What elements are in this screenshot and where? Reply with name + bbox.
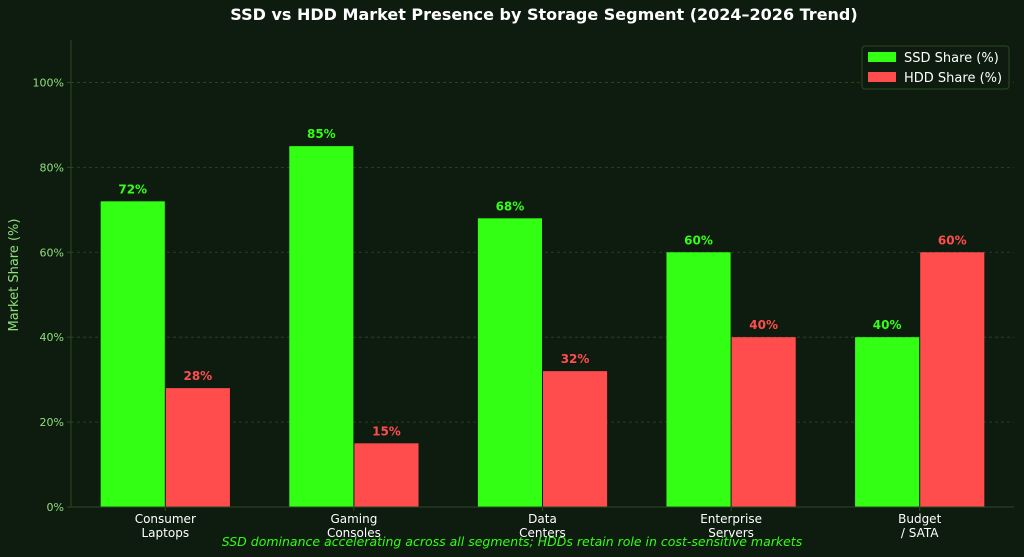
bars-layer: 72% 28% 85% 15% 68% 32% 60% 40% 40% 60% [100,127,985,508]
y-axis-label: Market Share (%) [7,219,22,332]
hdd-value-label: 15% [372,424,401,438]
y-axis-ticks: 0% 20% 40% 60% 80% 100% [33,76,71,514]
legend-swatch-hdd [868,72,896,82]
legend: SSD Share (%) HDD Share (%) [861,45,1010,90]
y-tick-label: 0% [47,501,64,514]
ssd-value-label: 40% [873,318,902,332]
ssd-bar [666,252,731,507]
hdd-bar [543,371,608,507]
ssd-value-label: 85% [307,127,336,141]
x-tick-label: Gaming [330,512,377,526]
hdd-bar [354,443,419,507]
x-tick-label: Centers [519,526,566,540]
x-tick-label: Budget [898,512,941,526]
ssd-value-label: 68% [496,199,525,213]
x-tick-label: Enterprise [700,512,762,526]
x-tick-label: Consoles [327,526,381,540]
hdd-bar [731,337,796,507]
x-tick-label: / SATA [901,526,939,540]
hdd-value-label: 60% [938,233,967,247]
ssd-value-label: 60% [684,233,713,247]
legend-label-hdd: HDD Share (%) [904,71,1002,86]
y-tick-label: 40% [40,331,64,344]
y-tick-label: 60% [40,246,64,259]
x-tick-label: Data [528,512,557,526]
ssd-bar [855,337,920,507]
hdd-bar [920,252,985,507]
legend-swatch-ssd [868,52,896,62]
hdd-value-label: 40% [749,318,778,332]
y-tick-label: 100% [33,76,64,89]
chart-annotation: SSD dominance accelerating across all se… [222,534,803,549]
y-tick-label: 80% [40,161,64,174]
y-tick-label: 20% [40,416,64,429]
x-tick-label: Laptops [142,526,190,540]
hdd-bar [165,388,230,507]
hdd-value-label: 32% [561,352,590,366]
ssd-value-label: 72% [118,182,147,196]
ssd-bar [100,201,165,507]
hdd-value-label: 28% [183,369,212,383]
ssd-bar [289,146,354,508]
ssd-bar [477,218,542,508]
chart-title: SSD vs HDD Market Presence by Storage Se… [230,5,857,24]
x-tick-label: Consumer [135,512,196,526]
legend-label-ssd: SSD Share (%) [904,51,999,66]
legend-box [861,45,1010,90]
x-tick-label: Servers [708,526,754,540]
